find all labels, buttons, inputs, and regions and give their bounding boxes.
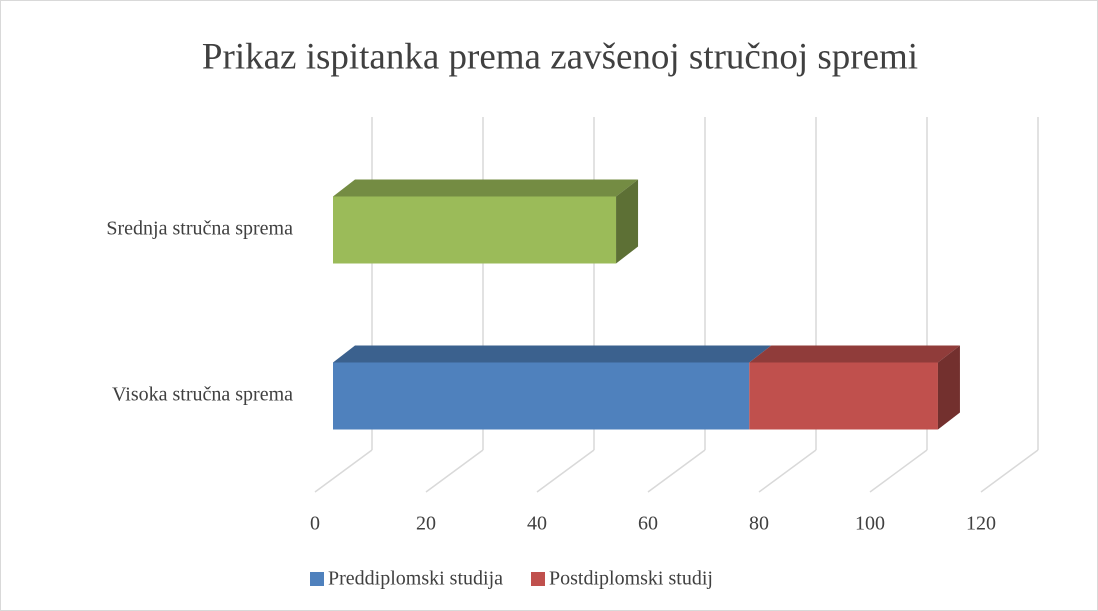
x-tick-label: 60: [638, 513, 658, 535]
bar-segment: [333, 345, 772, 430]
bar-side: [937, 345, 960, 430]
floor-grid-line: [647, 449, 706, 493]
x-tick-label: 120: [966, 513, 996, 535]
floor-grid-line: [869, 449, 928, 493]
x-tick-label: 100: [855, 513, 885, 535]
x-tick-label: 20: [416, 513, 436, 535]
floor-grid-line: [314, 449, 373, 493]
x-tick-label: 80: [749, 513, 769, 535]
chart-title: Prikaz ispitanka prema zavšenoj stručnoj…: [202, 36, 918, 77]
bar-top: [749, 345, 960, 363]
bar-front: [749, 362, 938, 430]
x-tick-label: 0: [310, 513, 320, 535]
bar-front: [333, 362, 750, 430]
floor-grid-line: [980, 449, 1039, 493]
category-label: Srednja stručna sprema: [106, 218, 293, 240]
bar-segment: [333, 179, 639, 264]
legend-swatch: [531, 572, 545, 586]
bar-top: [333, 179, 639, 197]
bar-top: [333, 345, 772, 363]
bar-front: [333, 196, 617, 264]
floor-grid-line: [758, 449, 817, 493]
category-label: Visoka stručna sprema: [112, 384, 293, 406]
floor-grid-line: [425, 449, 484, 493]
x-tick-label: 40: [527, 513, 547, 535]
legend-swatch: [310, 572, 324, 586]
legend-label: Postdiplomski studij: [549, 568, 713, 590]
bar-segment: [749, 345, 960, 430]
bar-side: [616, 179, 639, 264]
legend-label: Preddiplomski studija: [328, 568, 503, 590]
floor-grid-line: [536, 449, 595, 493]
